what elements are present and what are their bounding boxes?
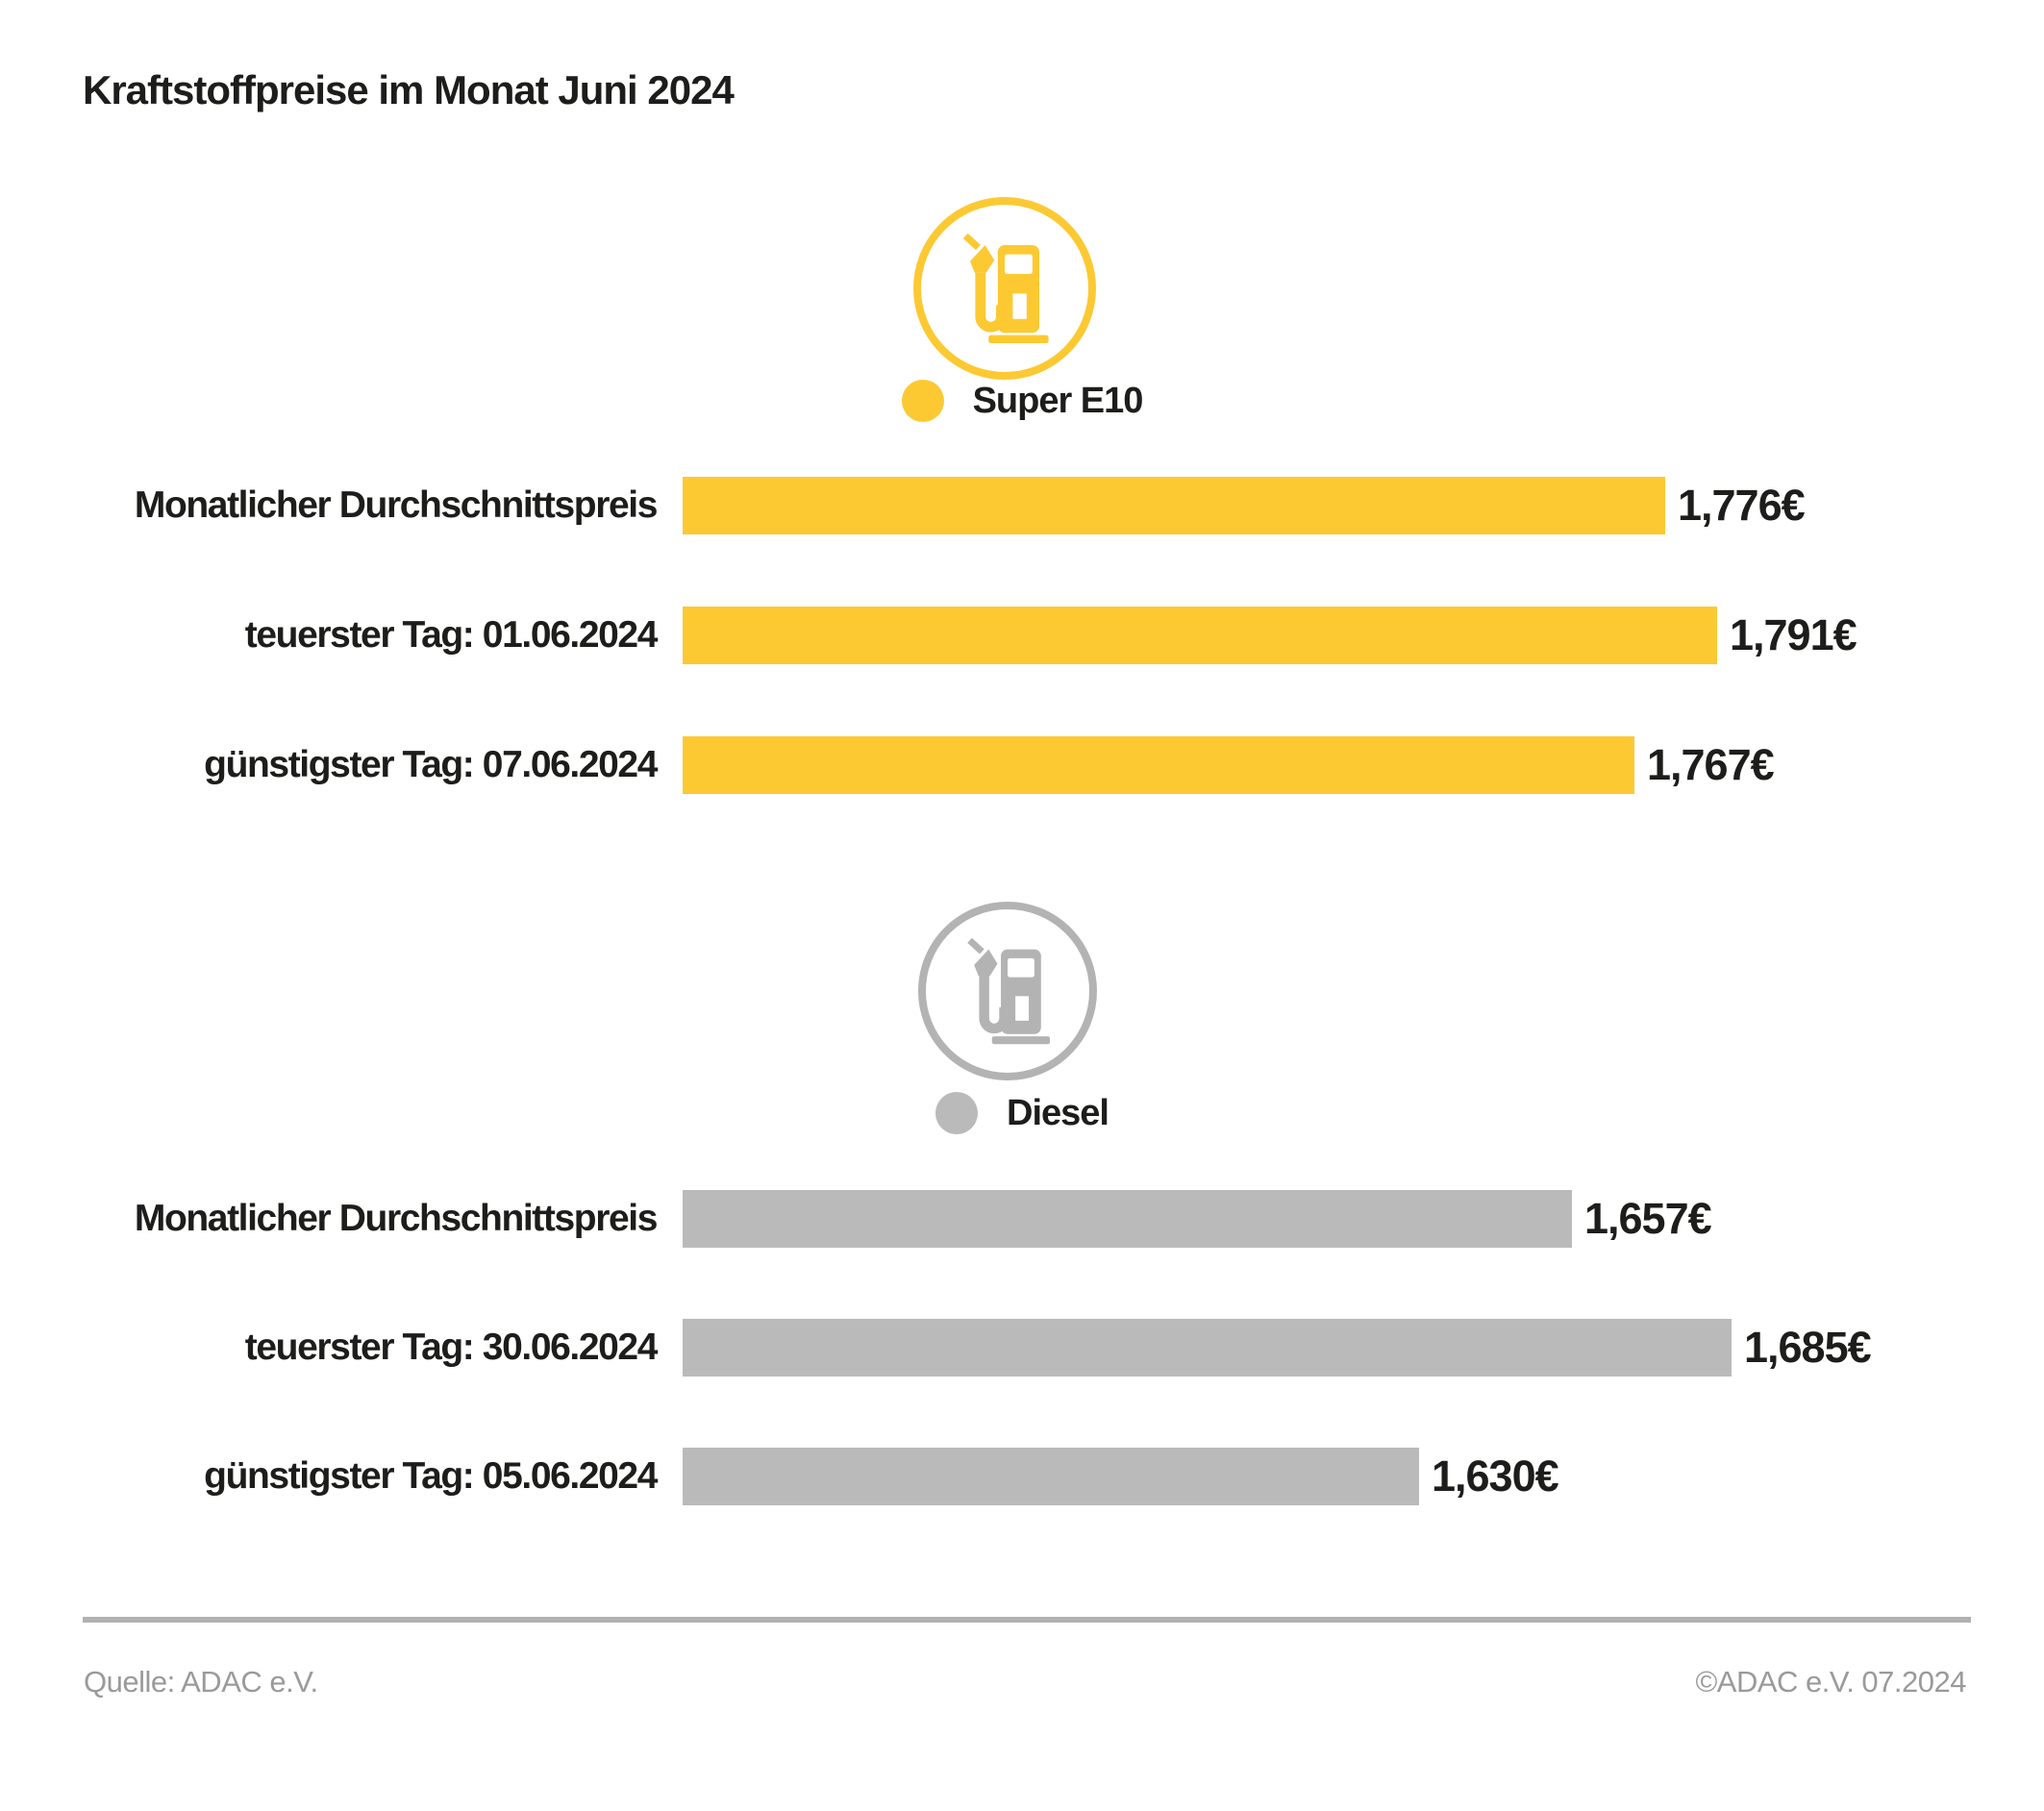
bar-diesel-avg [683,1190,1572,1248]
bar-diesel-max [683,1319,1732,1377]
bar-super-max [683,607,1717,664]
bar-row: teuerster Tag: 01.06.2024 1,791€ [0,607,2044,664]
legend-label-super-e10: Super E10 [972,381,1144,421]
bar-label: teuerster Tag: 01.06.2024 [244,614,659,656]
page-title: Kraftstoffpreise im Monat Juni 2024 [83,67,735,112]
bar-label: teuerster Tag: 30.06.2024 [244,1327,659,1368]
bar-label: Monatlicher Durchschnittspreis [134,1198,659,1239]
legend-dot-diesel [935,1092,979,1134]
copyright-text: ©ADAC e.V. 07.2024 [1695,1665,1966,1699]
fuel-pump-badge-diesel [918,902,1097,1080]
bar-group-super-e10: Monatlicher Durchschnittspreis 1,776€ te… [0,477,2044,866]
bar-value: 1,791€ [1730,610,1857,659]
bar-label: günstigster Tag: 07.06.2024 [204,744,658,785]
fuel-pump-badge-super [913,197,1096,380]
bar-row: Monatlicher Durchschnittspreis 1,776€ [0,477,2044,534]
fuel-pump-icon [962,234,1049,343]
bar-label: günstigster Tag: 05.06.2024 [204,1455,658,1497]
source-text: Quelle: ADAC e.V. [84,1665,318,1699]
bar-label: Monatlicher Durchschnittspreis [134,484,659,526]
bar-value: 1,685€ [1744,1323,1872,1372]
legend-diesel: Diesel [0,1091,2044,1135]
bar-diesel-min [683,1448,1419,1505]
legend-dot-super-e10 [901,380,944,422]
legend-label-diesel: Diesel [1007,1093,1109,1133]
bar-row: teuerster Tag: 30.06.2024 1,685€ [0,1319,2044,1377]
footer-divider [83,1617,1971,1623]
bar-row: Monatlicher Durchschnittspreis 1,657€ [0,1190,2044,1248]
legend-super-e10: Super E10 [0,379,2044,423]
fuel-pump-icon [967,938,1051,1045]
bar-row: günstigster Tag: 07.06.2024 1,767€ [0,736,2044,794]
bar-group-diesel: Monatlicher Durchschnittspreis 1,657€ te… [0,1190,2044,1576]
bar-value: 1,776€ [1678,481,1806,530]
bar-value: 1,630€ [1432,1451,1559,1501]
bar-value: 1,767€ [1647,740,1775,789]
bar-row: günstigster Tag: 05.06.2024 1,630€ [0,1448,2044,1505]
bar-super-avg [683,477,1665,534]
bar-super-min [683,736,1634,794]
bar-value: 1,657€ [1584,1194,1712,1243]
